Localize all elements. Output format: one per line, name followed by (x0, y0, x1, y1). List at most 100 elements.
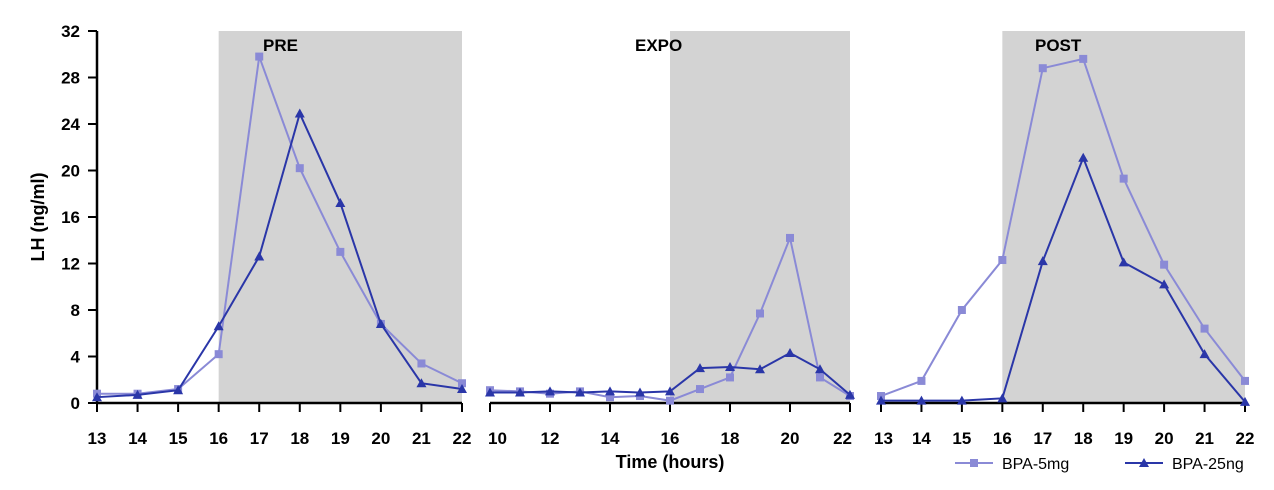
data-point (335, 198, 346, 208)
data-point (545, 386, 555, 396)
data-point (998, 256, 1007, 265)
data-point (458, 379, 466, 388)
x-tick-label: 13 (874, 429, 893, 448)
data-point (575, 387, 585, 397)
data-point (997, 393, 1008, 403)
x-tick-label: 15 (952, 429, 971, 448)
y-tick-label: 0 (71, 394, 80, 413)
data-point (1199, 349, 1210, 359)
data-point (214, 350, 223, 359)
panel-title: POST (1035, 36, 1082, 55)
x-tick-label: 15 (169, 429, 188, 448)
data-point (605, 386, 615, 396)
data-point (696, 385, 704, 394)
y-tick-label: 32 (61, 22, 80, 41)
data-point (957, 306, 966, 314)
data-point (845, 389, 855, 399)
x-tick-label: 21 (412, 429, 431, 448)
chart-panels: PRE 13 14 15 16 17 18 19 20 21 22 0 4 8 12 16 20 24 28 32 LH… (28, 22, 1254, 472)
legend: BPA-5mg BPA-25ng (955, 456, 1244, 473)
x-tick-label: 22 (453, 429, 472, 448)
data-point (1078, 152, 1089, 162)
y-axis-title: LH (ng/ml) (28, 173, 48, 262)
data-point (132, 389, 143, 399)
data-point (956, 395, 967, 405)
data-point (785, 348, 795, 358)
x-tick-label: 14 (601, 429, 620, 448)
legend-label: BPA-5mg (1002, 456, 1069, 473)
data-point (756, 309, 764, 318)
x-axis-title: Time (hours) (616, 452, 725, 472)
panel-expo: EXPO 10 12 14 16 18 20 22 Time (hours) (485, 31, 855, 472)
data-point (786, 233, 794, 242)
data-point (816, 373, 824, 382)
data-point (1119, 174, 1128, 183)
data-point (726, 373, 734, 382)
series-bpa-25ng (485, 348, 855, 399)
legend-marker (970, 459, 978, 467)
data-point (173, 385, 184, 395)
x-tick-label: 20 (1155, 429, 1174, 448)
x-tick-label: 14 (912, 429, 931, 448)
data-point (1200, 324, 1209, 333)
x-tick-label: 22 (833, 429, 852, 448)
data-point (695, 363, 705, 373)
x-tick-label: 13 (88, 429, 107, 448)
x-tick-label: 20 (781, 429, 800, 448)
data-point (485, 387, 495, 397)
data-point (294, 108, 305, 118)
series-line (880, 57, 1246, 397)
data-point (1240, 396, 1250, 406)
data-point (1038, 64, 1047, 73)
x-tick-label: 12 (541, 429, 560, 448)
data-point (1159, 279, 1170, 289)
shaded-region (670, 31, 850, 403)
data-point (416, 378, 427, 388)
x-tick-label: 18 (290, 429, 309, 448)
panel-title: PRE (263, 36, 298, 55)
x-tick-label: 22 (1236, 429, 1255, 448)
data-point (725, 361, 735, 371)
y-tick-label: 4 (71, 348, 81, 367)
data-point (666, 396, 674, 405)
shaded-region (218, 31, 462, 403)
x-tick-label: 16 (993, 429, 1012, 448)
legend-label: BPA-25ng (1172, 456, 1244, 473)
data-point (1160, 260, 1169, 269)
series-line (96, 110, 463, 399)
data-point (92, 392, 102, 402)
data-point (515, 387, 525, 397)
x-tick-label: 16 (209, 429, 228, 448)
data-point (606, 393, 614, 402)
legend-item: BPA-5mg (955, 456, 1069, 473)
x-tick-label: 19 (1114, 429, 1133, 448)
series-bpa-25ng (876, 152, 1250, 406)
data-point (254, 251, 265, 261)
data-point (917, 376, 926, 385)
x-tick-label: 18 (1074, 429, 1093, 448)
x-tick-label: 18 (721, 429, 740, 448)
panel-pre: PRE 13 14 15 16 17 18 19 20 21 22 0 4 8 12 16 20 24 28 32 LH… (28, 22, 471, 448)
y-tick-label: 12 (61, 255, 80, 274)
data-point (457, 384, 467, 394)
data-point (876, 395, 886, 405)
data-point (336, 247, 345, 256)
y-tick-label: 24 (61, 115, 80, 134)
data-point (1037, 256, 1048, 266)
data-point (1241, 376, 1249, 385)
x-tick-label: 17 (1033, 429, 1052, 448)
x-tick-label: 17 (250, 429, 269, 448)
legend-item: BPA-25ng (1125, 456, 1244, 473)
data-point (1118, 257, 1129, 267)
y-tick-label: 20 (61, 162, 80, 181)
series-line (881, 154, 1246, 403)
data-point (255, 52, 264, 61)
y-tick-label: 16 (61, 208, 80, 227)
data-point (916, 395, 927, 405)
x-tick-label: 10 (488, 429, 507, 448)
data-point (213, 321, 224, 331)
y-tick-label: 8 (71, 301, 80, 320)
series-bpa-25ng (92, 108, 467, 402)
data-point (815, 364, 825, 374)
